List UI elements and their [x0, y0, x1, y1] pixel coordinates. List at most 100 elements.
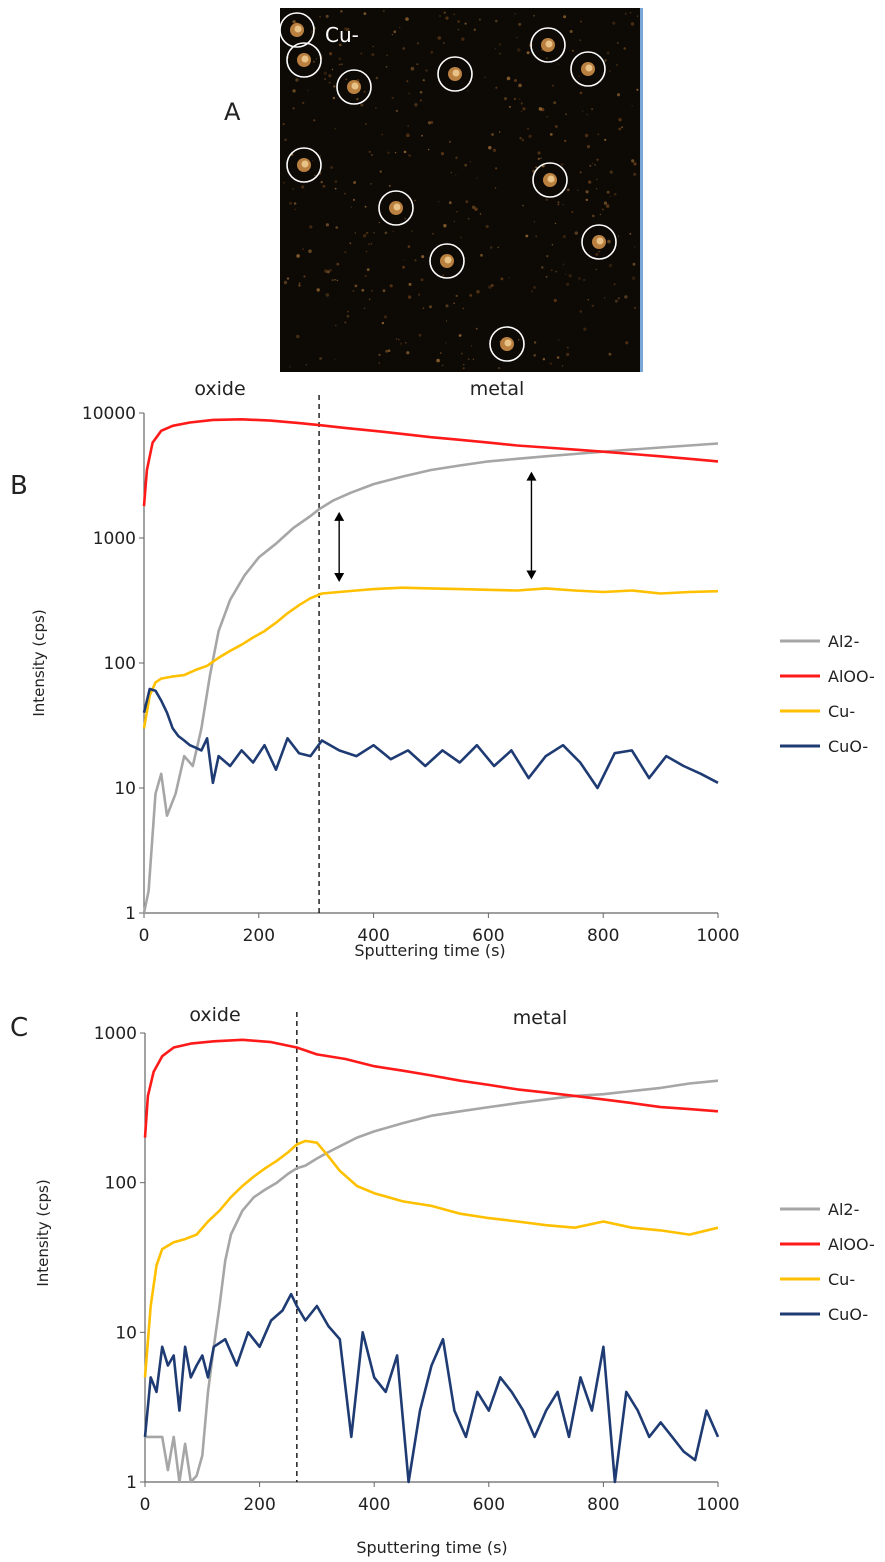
speckle: [579, 20, 582, 23]
speckle: [518, 339, 520, 341]
y-tick-label: 10: [115, 1323, 137, 1343]
speckle: [549, 362, 553, 365]
speckle: [616, 64, 619, 66]
speckle: [414, 259, 417, 262]
particle-circle: [286, 42, 322, 78]
speckle: [343, 192, 346, 195]
speckle: [458, 334, 462, 337]
speckle: [382, 289, 386, 293]
chart-b-panel-label: B: [10, 471, 28, 501]
speckle: [631, 105, 633, 107]
particle-marker: [570, 51, 606, 87]
speckle: [563, 15, 567, 19]
speckle: [633, 306, 637, 309]
speckle: [562, 235, 567, 239]
speckle: [439, 15, 441, 17]
y-tick-label: 1: [125, 904, 136, 924]
speckle: [319, 155, 322, 157]
speckle: [533, 354, 536, 357]
speckle: [467, 358, 470, 360]
speckle: [495, 19, 498, 23]
speckle: [440, 152, 445, 156]
y-tick-label: 1000: [93, 529, 136, 549]
speckle: [595, 188, 598, 190]
speckle: [604, 59, 607, 62]
speckle: [394, 151, 397, 154]
speckle: [338, 63, 341, 66]
speckle: [514, 79, 517, 82]
speckle: [372, 45, 374, 48]
speckle: [302, 101, 305, 105]
speckle: [499, 131, 501, 133]
particle-core: [351, 82, 359, 90]
legend: Al2- AlOO- Cu- CuO-: [780, 1200, 875, 1324]
speckle: [495, 167, 498, 170]
speckle: [617, 297, 620, 300]
series-line-cuo: [143, 1292, 720, 1484]
speckle: [439, 352, 442, 354]
speckle: [347, 310, 349, 313]
particle-circle: [437, 56, 473, 92]
speckle: [460, 236, 462, 239]
speckle: [541, 266, 544, 269]
speckle: [497, 246, 499, 249]
particle-circle: [581, 224, 617, 260]
chart-b-region-metal: metal: [470, 378, 525, 400]
speckle: [398, 338, 400, 341]
speckle: [453, 302, 455, 305]
speckle: [425, 69, 428, 72]
speckle: [582, 278, 586, 282]
speckle: [382, 9, 385, 13]
particle-circle: [429, 243, 465, 279]
particle-core: [545, 40, 553, 48]
speckle: [564, 139, 567, 143]
speckle: [494, 187, 497, 189]
speckle: [463, 364, 465, 366]
speckle: [399, 342, 403, 345]
speckle: [331, 279, 334, 282]
speckle: [557, 201, 560, 203]
speckle: [421, 255, 425, 259]
series-line-cu: [142, 586, 719, 729]
speckle: [419, 99, 422, 102]
speckle: [305, 364, 307, 366]
speckle: [375, 107, 377, 109]
speckle: [557, 203, 560, 206]
speckle: [333, 85, 336, 88]
particle-marker: [581, 224, 617, 260]
speckle: [465, 200, 469, 204]
speckle: [406, 351, 410, 355]
speckle: [363, 12, 367, 16]
speckle: [360, 103, 364, 107]
speckle: [633, 172, 637, 176]
speckle: [419, 91, 423, 94]
speckle: [603, 201, 608, 205]
speckle: [553, 298, 557, 303]
speckle: [381, 321, 385, 325]
speckle: [624, 12, 627, 15]
speckle: [533, 221, 536, 223]
speckle: [574, 231, 578, 235]
speckle: [309, 225, 313, 229]
speckle: [604, 138, 607, 141]
speckle: [383, 315, 388, 319]
speckle: [437, 200, 440, 203]
speckle: [445, 16, 449, 20]
speckle: [340, 10, 343, 13]
speckle: [335, 226, 339, 229]
speckle: [350, 206, 353, 208]
speckle: [522, 107, 526, 111]
x-tick-label: 400: [358, 1495, 390, 1515]
ratio-arrow: [334, 511, 345, 582]
speckle: [334, 278, 336, 281]
speckle: [591, 304, 594, 307]
speckle: [514, 13, 516, 15]
speckle: [402, 265, 405, 269]
speckle: [353, 181, 357, 184]
particle-circle: [286, 147, 322, 183]
speckle: [631, 276, 636, 280]
y-tick-label: 1000: [94, 1024, 137, 1044]
x-tick-label: 1000: [696, 1495, 739, 1515]
speckle: [411, 230, 413, 232]
speckle: [596, 178, 598, 181]
